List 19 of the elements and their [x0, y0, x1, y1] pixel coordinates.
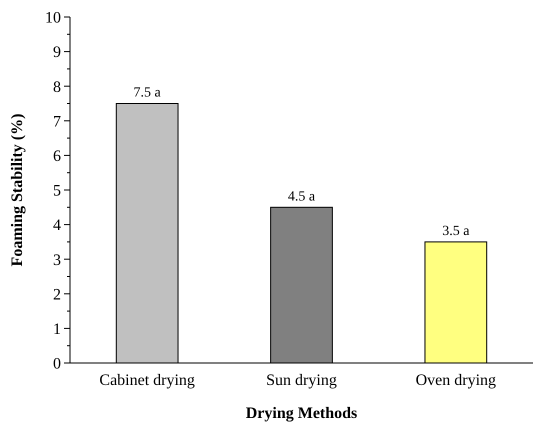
x-tick-label: Sun drying	[266, 372, 337, 389]
x-tick-label: Cabinet drying	[99, 372, 195, 389]
y-tick-label: 9	[53, 44, 61, 62]
y-tick-label: 6	[53, 148, 61, 165]
data-label: 4.5 a	[288, 189, 316, 204]
y-tick-label: 1	[53, 321, 61, 338]
y-axis-title: Foaming Stability (%)	[9, 114, 26, 266]
y-tick-label: 7	[53, 113, 61, 130]
data-label: 7.5 a	[134, 86, 162, 100]
y-tick-label: 0	[53, 356, 61, 373]
y-tick-label: 8	[53, 78, 61, 96]
x-tick-label: Oven drying	[416, 372, 496, 389]
y-tick-label: 2	[53, 286, 61, 304]
x-axis-title: Drying Methods	[246, 405, 358, 422]
y-tick-label: 5	[53, 182, 61, 200]
data-label: 3.5 a	[442, 224, 470, 239]
y-tick-label: 10	[45, 10, 61, 27]
y-tick-label: 4	[53, 217, 61, 234]
y-tick-label: 3	[53, 252, 61, 269]
